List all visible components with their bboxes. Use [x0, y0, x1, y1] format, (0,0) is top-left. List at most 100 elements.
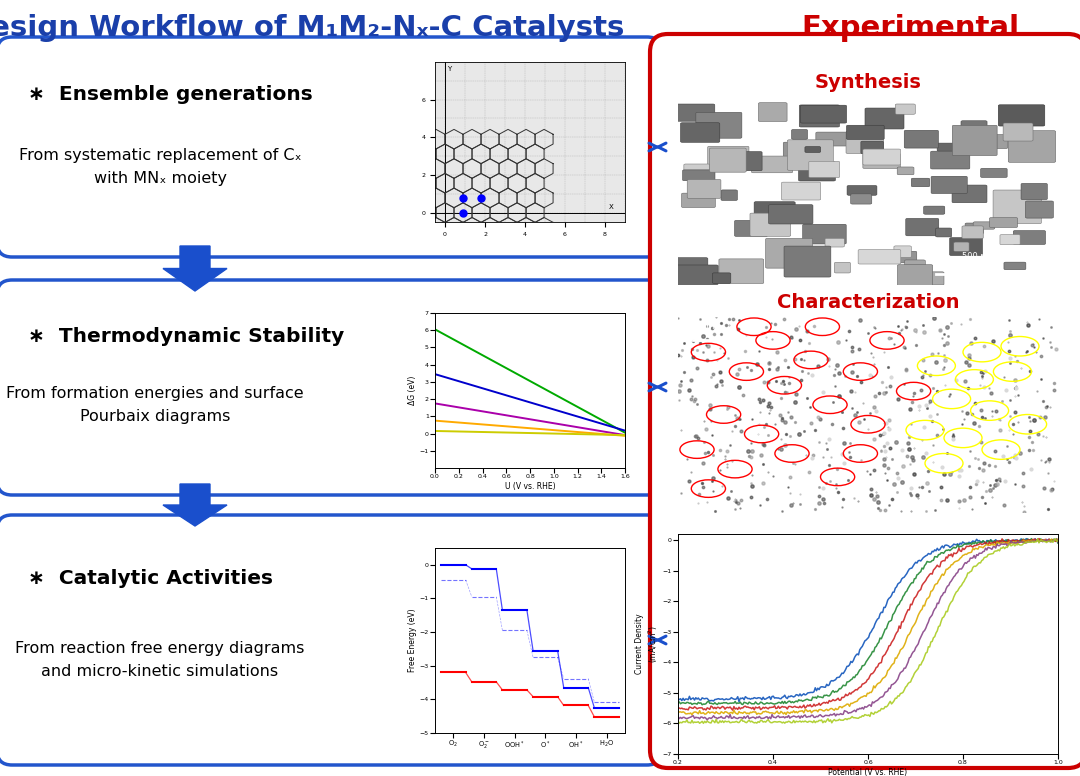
Polygon shape: [163, 246, 227, 291]
FancyBboxPatch shape: [935, 228, 951, 237]
FancyBboxPatch shape: [894, 246, 912, 258]
Text: 2 nm: 2 nm: [693, 321, 715, 331]
FancyBboxPatch shape: [696, 113, 742, 138]
FancyBboxPatch shape: [865, 108, 904, 129]
FancyBboxPatch shape: [931, 151, 970, 169]
FancyBboxPatch shape: [681, 193, 715, 207]
FancyBboxPatch shape: [912, 272, 944, 285]
FancyBboxPatch shape: [0, 37, 662, 257]
FancyBboxPatch shape: [733, 151, 762, 171]
FancyBboxPatch shape: [687, 179, 721, 199]
FancyBboxPatch shape: [684, 164, 710, 177]
FancyBboxPatch shape: [861, 141, 883, 154]
FancyBboxPatch shape: [784, 246, 831, 277]
FancyBboxPatch shape: [805, 147, 821, 152]
Polygon shape: [163, 484, 227, 526]
Text: From formation energies and surface
Pourbaix diagrams: From formation energies and surface Pour…: [6, 386, 303, 424]
Text: From reaction free energy diagrams
and micro-kinetic simulations: From reaction free energy diagrams and m…: [15, 641, 305, 679]
FancyBboxPatch shape: [798, 161, 836, 181]
FancyBboxPatch shape: [792, 130, 808, 139]
FancyBboxPatch shape: [953, 125, 997, 155]
FancyBboxPatch shape: [949, 237, 983, 255]
FancyBboxPatch shape: [895, 104, 915, 114]
FancyBboxPatch shape: [675, 265, 718, 285]
FancyBboxPatch shape: [650, 34, 1080, 768]
FancyBboxPatch shape: [931, 176, 968, 193]
FancyBboxPatch shape: [752, 156, 793, 173]
FancyBboxPatch shape: [897, 167, 914, 175]
FancyBboxPatch shape: [998, 105, 1044, 126]
FancyBboxPatch shape: [851, 194, 872, 204]
FancyBboxPatch shape: [721, 190, 738, 200]
Text: Design Workflow of M₁M₂-Nₓ-C Catalysts: Design Workflow of M₁M₂-Nₓ-C Catalysts: [0, 14, 624, 42]
Text: ∗  Ensemble generations: ∗ Ensemble generations: [28, 85, 313, 103]
FancyBboxPatch shape: [815, 132, 861, 146]
FancyBboxPatch shape: [766, 238, 812, 268]
Text: Synthesis: Synthesis: [814, 72, 921, 92]
FancyBboxPatch shape: [986, 134, 1008, 148]
FancyBboxPatch shape: [981, 168, 1008, 178]
FancyBboxPatch shape: [905, 260, 926, 273]
FancyBboxPatch shape: [953, 185, 987, 203]
Text: X: X: [609, 204, 613, 210]
FancyBboxPatch shape: [966, 223, 984, 234]
Text: Y: Y: [447, 67, 451, 72]
Text: Performance: Performance: [797, 542, 939, 562]
FancyBboxPatch shape: [961, 121, 987, 130]
FancyBboxPatch shape: [973, 222, 995, 229]
FancyBboxPatch shape: [954, 242, 969, 251]
FancyBboxPatch shape: [734, 220, 768, 237]
FancyBboxPatch shape: [783, 142, 820, 167]
FancyBboxPatch shape: [750, 213, 791, 236]
FancyBboxPatch shape: [671, 104, 715, 121]
FancyBboxPatch shape: [847, 185, 877, 196]
Text: ∗  Thermodynamic Stability: ∗ Thermodynamic Stability: [28, 327, 345, 347]
FancyBboxPatch shape: [912, 178, 930, 187]
FancyBboxPatch shape: [892, 251, 917, 263]
Text: ∗  Catalytic Activities: ∗ Catalytic Activities: [28, 569, 273, 587]
Y-axis label: ΔG (eV): ΔG (eV): [408, 376, 417, 405]
FancyBboxPatch shape: [897, 265, 933, 289]
FancyBboxPatch shape: [1004, 262, 1026, 269]
FancyBboxPatch shape: [904, 130, 939, 148]
Text: 500 nm: 500 nm: [962, 252, 994, 261]
FancyBboxPatch shape: [994, 190, 1041, 223]
FancyBboxPatch shape: [802, 224, 847, 244]
X-axis label: U (V vs. RHE): U (V vs. RHE): [504, 482, 555, 491]
FancyBboxPatch shape: [710, 148, 746, 172]
FancyBboxPatch shape: [1003, 123, 1032, 141]
Text: From systematic replacement of Cₓ
with MNₓ moiety: From systematic replacement of Cₓ with M…: [18, 147, 301, 186]
X-axis label: Potential (V vs. RHE): Potential (V vs. RHE): [828, 768, 907, 776]
FancyBboxPatch shape: [989, 217, 1017, 227]
FancyBboxPatch shape: [782, 182, 821, 200]
FancyBboxPatch shape: [937, 143, 955, 151]
FancyBboxPatch shape: [799, 105, 839, 127]
FancyBboxPatch shape: [713, 273, 731, 283]
FancyBboxPatch shape: [754, 202, 795, 218]
FancyBboxPatch shape: [680, 123, 719, 142]
FancyBboxPatch shape: [1009, 130, 1055, 162]
FancyBboxPatch shape: [758, 102, 787, 122]
FancyBboxPatch shape: [1021, 183, 1048, 199]
Y-axis label: Free Energy (eV): Free Energy (eV): [408, 608, 417, 672]
FancyBboxPatch shape: [1000, 234, 1021, 244]
FancyBboxPatch shape: [962, 226, 983, 238]
FancyBboxPatch shape: [847, 125, 885, 140]
FancyBboxPatch shape: [800, 106, 847, 123]
FancyBboxPatch shape: [863, 154, 901, 168]
Text: Characterization: Characterization: [777, 293, 959, 311]
FancyBboxPatch shape: [835, 262, 850, 273]
FancyBboxPatch shape: [906, 218, 939, 236]
FancyBboxPatch shape: [769, 205, 813, 224]
FancyBboxPatch shape: [670, 258, 707, 269]
FancyBboxPatch shape: [1025, 201, 1053, 218]
FancyBboxPatch shape: [809, 161, 839, 178]
FancyBboxPatch shape: [863, 149, 901, 165]
FancyBboxPatch shape: [1013, 230, 1045, 244]
FancyBboxPatch shape: [846, 131, 883, 154]
FancyBboxPatch shape: [0, 280, 662, 495]
FancyBboxPatch shape: [683, 170, 715, 181]
FancyBboxPatch shape: [0, 515, 662, 765]
FancyBboxPatch shape: [719, 259, 764, 283]
FancyBboxPatch shape: [859, 250, 901, 264]
